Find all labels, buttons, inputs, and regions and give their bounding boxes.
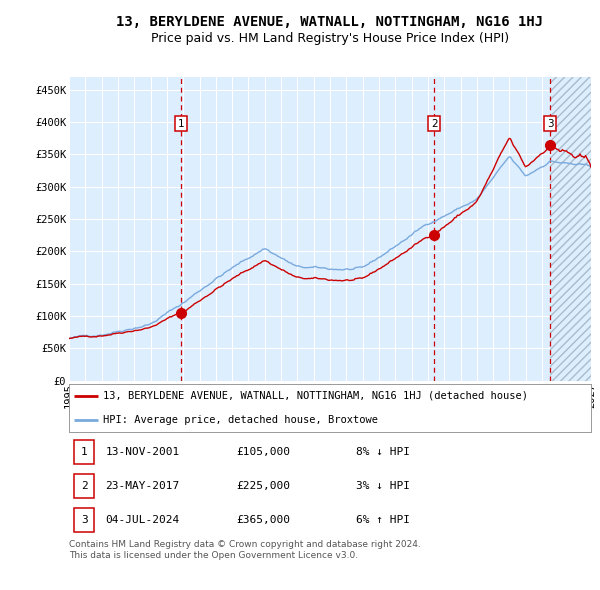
Text: £365,000: £365,000: [236, 516, 290, 525]
Text: 8% ↓ HPI: 8% ↓ HPI: [356, 447, 410, 457]
Text: £225,000: £225,000: [236, 481, 290, 491]
Text: Price paid vs. HM Land Registry's House Price Index (HPI): Price paid vs. HM Land Registry's House …: [151, 32, 509, 45]
Text: HPI: Average price, detached house, Broxtowe: HPI: Average price, detached house, Brox…: [103, 415, 378, 425]
Text: 3% ↓ HPI: 3% ↓ HPI: [356, 481, 410, 491]
Bar: [550, 77, 591, 381]
FancyBboxPatch shape: [74, 474, 94, 498]
Text: 23-MAY-2017: 23-MAY-2017: [106, 481, 180, 491]
Text: £105,000: £105,000: [236, 447, 290, 457]
FancyBboxPatch shape: [74, 509, 94, 532]
Text: 3: 3: [547, 119, 554, 129]
Text: 13, BERYLDENE AVENUE, WATNALL, NOTTINGHAM, NG16 1HJ (detached house): 13, BERYLDENE AVENUE, WATNALL, NOTTINGHA…: [103, 391, 528, 401]
Text: 13, BERYLDENE AVENUE, WATNALL, NOTTINGHAM, NG16 1HJ: 13, BERYLDENE AVENUE, WATNALL, NOTTINGHA…: [116, 15, 544, 29]
Text: 2: 2: [81, 481, 88, 491]
Text: 13-NOV-2001: 13-NOV-2001: [106, 447, 180, 457]
Text: 04-JUL-2024: 04-JUL-2024: [106, 516, 180, 525]
Text: 1: 1: [178, 119, 184, 129]
FancyBboxPatch shape: [74, 440, 94, 464]
Text: 1: 1: [81, 447, 88, 457]
Text: 6% ↑ HPI: 6% ↑ HPI: [356, 516, 410, 525]
Text: 2: 2: [431, 119, 437, 129]
Text: 3: 3: [81, 516, 88, 525]
Text: Contains HM Land Registry data © Crown copyright and database right 2024.
This d: Contains HM Land Registry data © Crown c…: [69, 540, 421, 560]
